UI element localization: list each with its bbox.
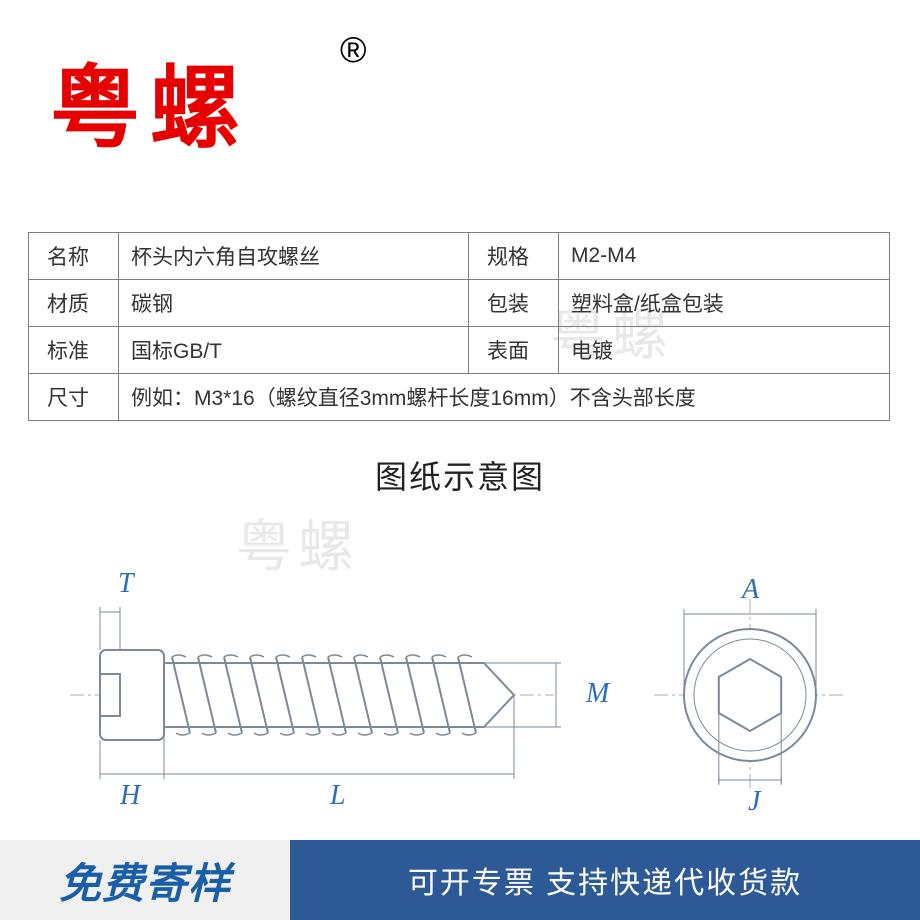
cell-label: 尺寸: [29, 374, 119, 421]
cell-value: 塑料盒/纸盒包装: [559, 280, 890, 327]
cell-value: 碳钢: [119, 280, 469, 327]
cell-value: 电镀: [559, 327, 890, 374]
dim-label-T: T: [118, 568, 134, 600]
table-row: 标准 国标GB/T 表面 电镀: [29, 327, 890, 374]
cell-label: 规格: [469, 233, 559, 280]
footer-banner: 免费寄样 可开专票 支持快递代收货款: [0, 840, 920, 920]
footer-left: 免费寄样: [0, 840, 290, 920]
cell-value: M2-M4: [559, 233, 890, 280]
spec-table: 名称 杯头内六角自攻螺丝 规格 M2-M4 材质 碳钢 包装 塑料盒/纸盒包装 …: [28, 232, 890, 421]
screw-diagram: T H L M A J: [30, 570, 890, 820]
cell-label: 名称: [29, 233, 119, 280]
table-row: 尺寸 例如：M3*16（螺纹直径3mm螺杆长度16mm）不含头部长度: [29, 374, 890, 421]
cell-label: 材质: [29, 280, 119, 327]
brand-logo: 粤螺 ®: [50, 35, 250, 165]
dim-label-A: A: [742, 574, 759, 606]
cell-value: 例如：M3*16（螺纹直径3mm螺杆长度16mm）不含头部长度: [119, 374, 890, 421]
cell-label: 标准: [29, 327, 119, 374]
cell-label: 包装: [469, 280, 559, 327]
footer-right: 可开专票 支持快递代收货款: [290, 840, 920, 920]
cell-label: 表面: [469, 327, 559, 374]
table-row: 名称 杯头内六角自攻螺丝 规格 M2-M4: [29, 233, 890, 280]
dim-label-J: J: [748, 786, 760, 818]
diagram-svg: [30, 570, 890, 820]
diagram-title: 图纸示意图: [0, 452, 920, 498]
dim-label-M: M: [586, 678, 609, 710]
brand-name: 粤螺: [50, 35, 250, 165]
cell-value: 杯头内六角自攻螺丝: [119, 233, 469, 280]
dim-label-L: L: [330, 780, 346, 812]
cell-value: 国标GB/T: [119, 327, 469, 374]
table-row: 材质 碳钢 包装 塑料盒/纸盒包装: [29, 280, 890, 327]
registered-mark: ®: [340, 29, 367, 71]
dim-label-H: H: [120, 780, 140, 812]
